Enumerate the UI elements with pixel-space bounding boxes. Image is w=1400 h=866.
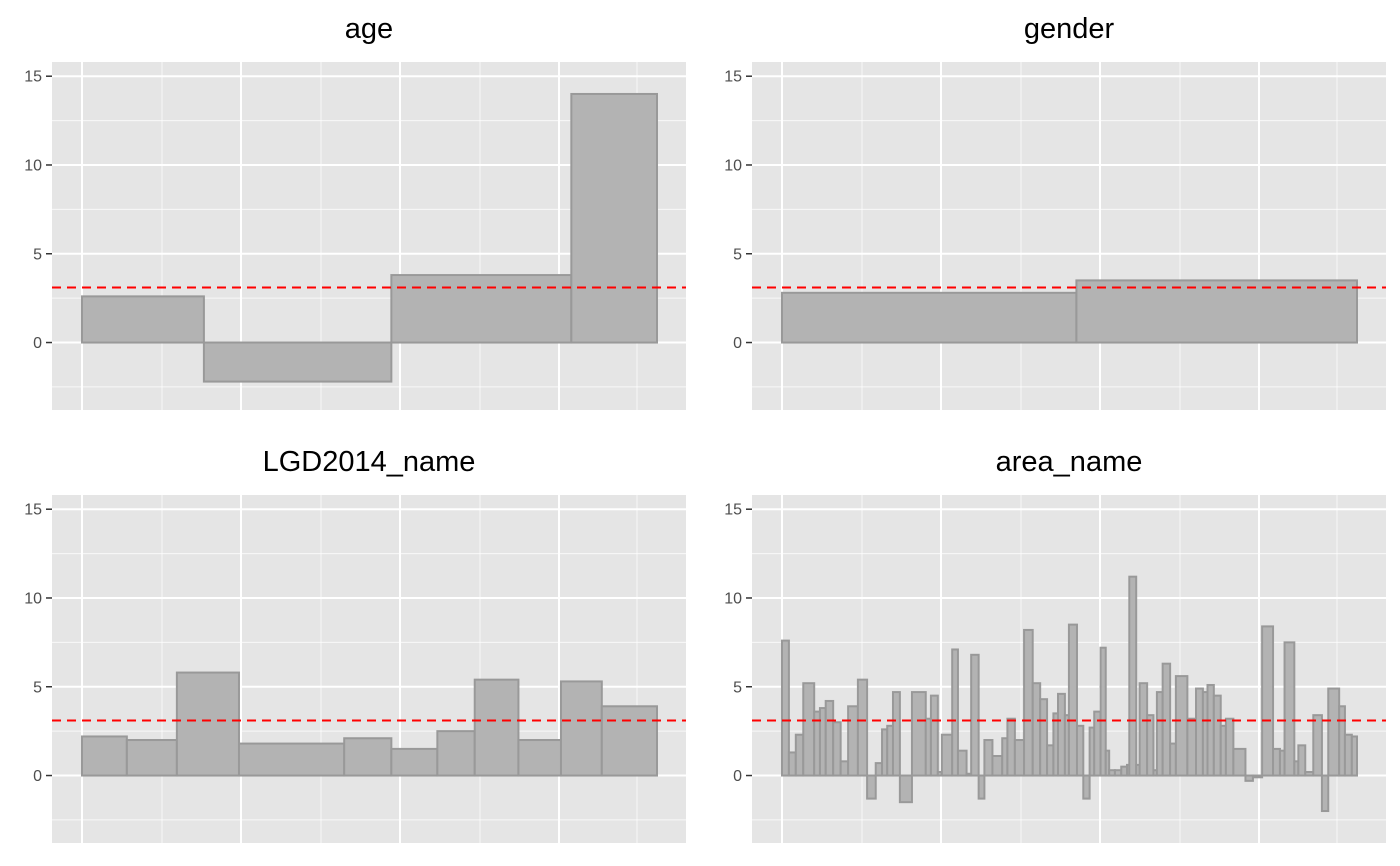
bar [81,295,205,344]
bar [1075,724,1085,777]
bar [847,705,859,777]
bar [787,751,797,777]
panel-title: age [345,13,393,45]
y-tick-label: 5 [733,679,742,696]
bar [1304,770,1315,777]
y-tick-label: 5 [33,246,42,263]
bar [839,760,850,777]
bar [1099,646,1107,777]
bar [1067,623,1078,777]
panel-lgd2014-name: 0 5 10 15 LGD2014_name [24,446,686,843]
y-tick-label: 0 [733,335,742,352]
bar [956,749,968,777]
bar [824,699,835,777]
panel-age: 0 5 10 15 age [24,13,686,410]
bar [1195,687,1204,777]
bar [991,755,1004,777]
y-tick-label: 10 [24,590,42,607]
bar [802,682,816,777]
bar [1031,682,1042,777]
bar [1312,714,1323,777]
y-tick-label: 5 [33,679,42,696]
y-tick-label: 0 [33,335,42,352]
bar [1244,774,1254,782]
bar [1146,714,1155,777]
y-tick-label: 0 [733,768,742,785]
y-tick-label: 10 [24,157,42,174]
bar [1320,774,1330,813]
bar [977,774,986,800]
bar [125,739,178,777]
bar [898,774,913,804]
bar [517,739,562,777]
bar [1297,744,1307,777]
bar [983,739,994,777]
bar [910,691,927,777]
bar [970,653,980,777]
bar [473,678,520,777]
panel-area-name: 0 5 10 15 area_name [724,446,1386,843]
panel-gender: 0 5 10 15 gender [724,13,1386,410]
panel-background [52,495,686,843]
bar [1082,774,1091,800]
bar [951,648,959,777]
bar [1261,625,1275,777]
bar [940,733,954,777]
bar [1272,747,1281,777]
bar [1343,733,1353,777]
y-tick-label: 10 [724,157,742,174]
bar [600,705,658,777]
bar [1327,687,1341,777]
bar [390,274,573,344]
bar [1013,739,1026,777]
bar [781,291,1078,344]
panel-background [752,62,1386,410]
y-tick-label: 15 [724,69,742,86]
panel-title: area_name [996,446,1143,478]
y-tick-label: 15 [24,69,42,86]
bar [866,774,877,800]
bar [559,680,603,777]
bar [856,678,869,777]
bar [1186,717,1197,777]
bar [175,671,240,777]
bar [1174,675,1189,777]
y-tick-label: 15 [724,502,742,519]
bar [1283,641,1296,777]
bar [436,730,476,777]
bar [1138,682,1149,777]
bar [570,92,659,344]
panel-title: LGD2014_name [263,446,476,478]
bar [1075,279,1359,344]
bar [1224,717,1235,777]
bar [1006,717,1016,777]
bar [1251,774,1264,779]
panel-title: gender [1024,13,1115,45]
bar [390,747,439,777]
bar [929,694,939,777]
bar [1023,628,1034,777]
bar [343,737,393,777]
bar [1128,575,1138,777]
bar [1057,692,1066,777]
bar [1039,698,1049,777]
bar [237,742,346,777]
bar [832,721,842,777]
bar [1212,694,1222,777]
y-tick-label: 15 [24,502,42,519]
bar [781,639,790,777]
bar [794,733,805,777]
y-tick-label: 0 [33,768,42,785]
bar [202,341,393,383]
bar [1104,749,1111,777]
y-tick-label: 5 [733,246,742,263]
bar [1232,747,1247,777]
bar [1350,735,1358,777]
bar [81,735,128,777]
y-tick-label: 10 [724,590,742,607]
bar [891,691,901,777]
